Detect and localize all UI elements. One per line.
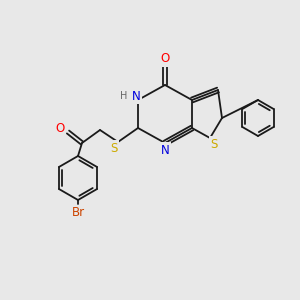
Text: S: S: [210, 137, 218, 151]
Text: S: S: [110, 142, 118, 154]
Text: H: H: [120, 91, 128, 101]
Text: Br: Br: [71, 206, 85, 220]
Text: N: N: [132, 89, 140, 103]
Text: N: N: [160, 143, 169, 157]
Text: O: O: [56, 122, 64, 134]
Text: O: O: [160, 52, 169, 65]
